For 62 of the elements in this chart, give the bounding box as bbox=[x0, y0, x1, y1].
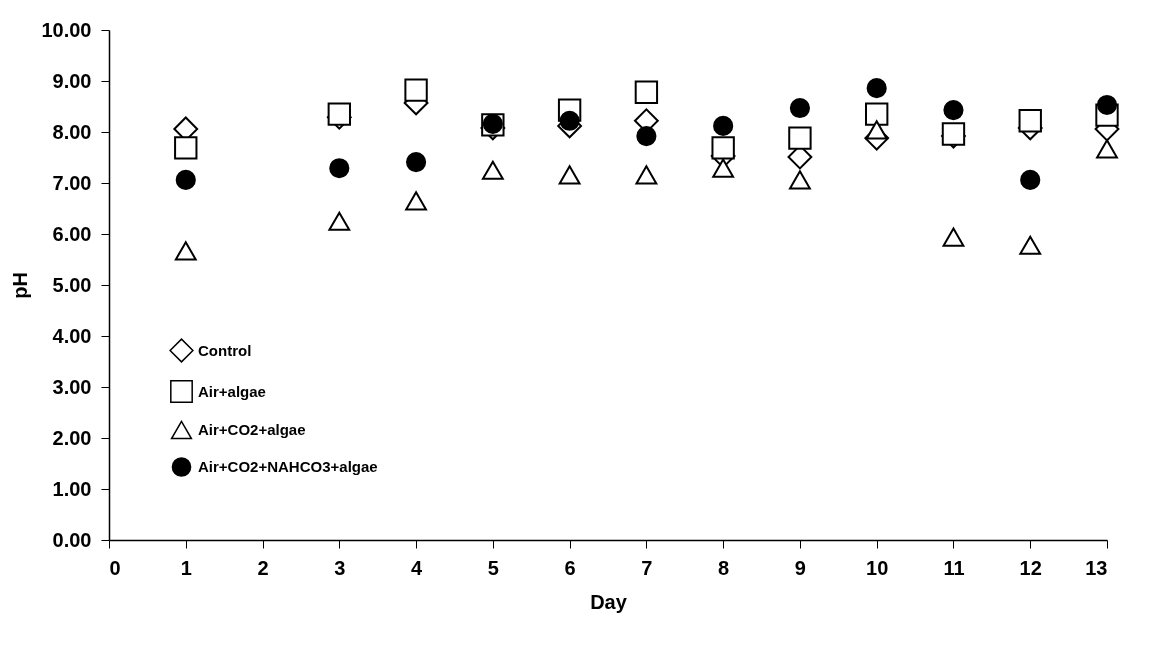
x-tick-label: 12 bbox=[1019, 556, 1042, 579]
point bbox=[174, 241, 197, 261]
point bbox=[559, 110, 580, 131]
y-axis-title: pH bbox=[9, 272, 32, 299]
y-tick-label: 3.00 bbox=[52, 375, 92, 398]
y-tick-label: 7.00 bbox=[52, 171, 92, 194]
point bbox=[866, 78, 887, 99]
point bbox=[942, 227, 965, 247]
x-tick-label: 2 bbox=[257, 556, 269, 579]
y-tick-label: 9.00 bbox=[52, 69, 92, 92]
point bbox=[405, 152, 427, 173]
y-tick-label: 6.00 bbox=[52, 222, 92, 245]
point bbox=[1020, 169, 1041, 191]
y-tick-label: 4.00 bbox=[52, 324, 92, 347]
point bbox=[1019, 235, 1042, 255]
point bbox=[329, 158, 350, 179]
point bbox=[711, 136, 735, 160]
point bbox=[789, 97, 811, 119]
y-tick-label: 1.00 bbox=[52, 477, 92, 500]
point bbox=[1096, 94, 1118, 116]
y-tick-label: 0.00 bbox=[52, 528, 92, 551]
point bbox=[481, 160, 504, 180]
point bbox=[865, 102, 889, 126]
y-tick-label: 8.00 bbox=[52, 120, 92, 143]
x-tick-label: 7 bbox=[641, 556, 653, 579]
x-tick-label: 0 bbox=[109, 556, 121, 579]
y-tick-label: 10.00 bbox=[41, 18, 92, 41]
point bbox=[405, 191, 427, 211]
point bbox=[712, 158, 735, 178]
point bbox=[636, 126, 657, 147]
point bbox=[1096, 139, 1118, 159]
point bbox=[1018, 109, 1042, 133]
point bbox=[174, 136, 198, 160]
x-tick-label: 5 bbox=[487, 556, 499, 579]
legend-label: Control bbox=[198, 341, 252, 359]
x-tick-label: 13 bbox=[1085, 556, 1108, 579]
x-tick-label: 1 bbox=[180, 556, 192, 579]
x-tick-label: 10 bbox=[866, 556, 889, 579]
point bbox=[175, 169, 196, 191]
point bbox=[713, 115, 734, 136]
x-tick-label: 4 bbox=[411, 556, 424, 579]
point bbox=[634, 80, 659, 104]
point bbox=[789, 170, 811, 190]
point bbox=[943, 100, 964, 121]
point bbox=[865, 120, 888, 140]
point bbox=[404, 78, 428, 102]
point bbox=[558, 165, 581, 185]
x-tick-label: 8 bbox=[718, 556, 730, 579]
point bbox=[327, 102, 351, 126]
legend-label: Air+algae bbox=[198, 382, 266, 400]
y-tick-label: 5.00 bbox=[52, 273, 92, 296]
x-tick-label: 3 bbox=[334, 556, 346, 579]
y-tick-label: 2.00 bbox=[52, 426, 92, 449]
x-tick-label: 6 bbox=[564, 556, 576, 579]
x-tick-label: 11 bbox=[943, 556, 965, 579]
legend-label: Air+CO2+NAHCO3+algae bbox=[198, 458, 378, 475]
point bbox=[788, 126, 812, 150]
x-tick-label: 9 bbox=[794, 556, 806, 579]
point bbox=[635, 165, 658, 185]
x-axis-title: Day bbox=[590, 590, 628, 613]
point bbox=[328, 211, 351, 231]
legend-label: Air+CO2+algae bbox=[198, 421, 306, 438]
